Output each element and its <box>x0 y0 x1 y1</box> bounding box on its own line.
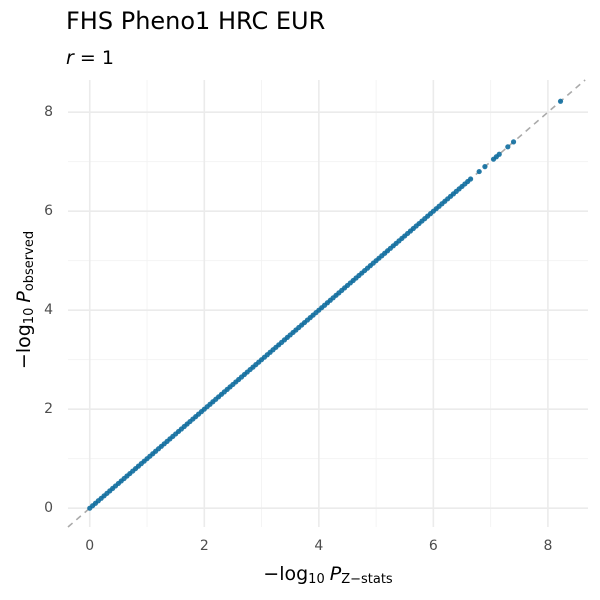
points <box>87 98 564 511</box>
point <box>496 151 502 157</box>
y-tick-label: 4 <box>44 302 53 318</box>
y-label-sub: 10 <box>22 308 37 325</box>
y-label-prefix: −log <box>13 324 35 369</box>
chart-subtitle: r = 1 <box>66 47 114 69</box>
x-tick-label: 4 <box>314 538 323 554</box>
subtitle-var: r <box>66 47 75 69</box>
y-tick-label: 8 <box>44 104 53 120</box>
point <box>467 176 474 182</box>
point <box>510 139 517 145</box>
x-tick-label: 0 <box>85 538 94 554</box>
x-axis-label: −log10 PZ−stats <box>263 563 393 587</box>
x-label-prefix: −log <box>263 563 308 585</box>
y-label-var: P <box>13 291 35 303</box>
y-tick-label: 2 <box>44 401 53 417</box>
x-label-var: P <box>330 563 342 585</box>
x-label-sub: 10 <box>308 572 325 587</box>
subtitle-rest: = 1 <box>80 47 114 69</box>
y-tick-label: 6 <box>44 203 53 219</box>
y-label-sub2: observed <box>22 231 37 291</box>
x-label-sub2: Z−stats <box>341 572 393 587</box>
point <box>505 144 511 150</box>
chart-title: FHS Pheno1 HRC EUR <box>66 7 325 35</box>
y-axis-label: −log10 Pobserved <box>13 231 37 369</box>
point <box>476 168 482 175</box>
x-tick-label: 6 <box>429 538 438 554</box>
point <box>482 164 488 170</box>
y-tick-label: 0 <box>44 500 53 516</box>
x-tick-label: 8 <box>543 538 552 554</box>
point <box>557 98 564 104</box>
x-tick-label: 2 <box>200 538 209 554</box>
